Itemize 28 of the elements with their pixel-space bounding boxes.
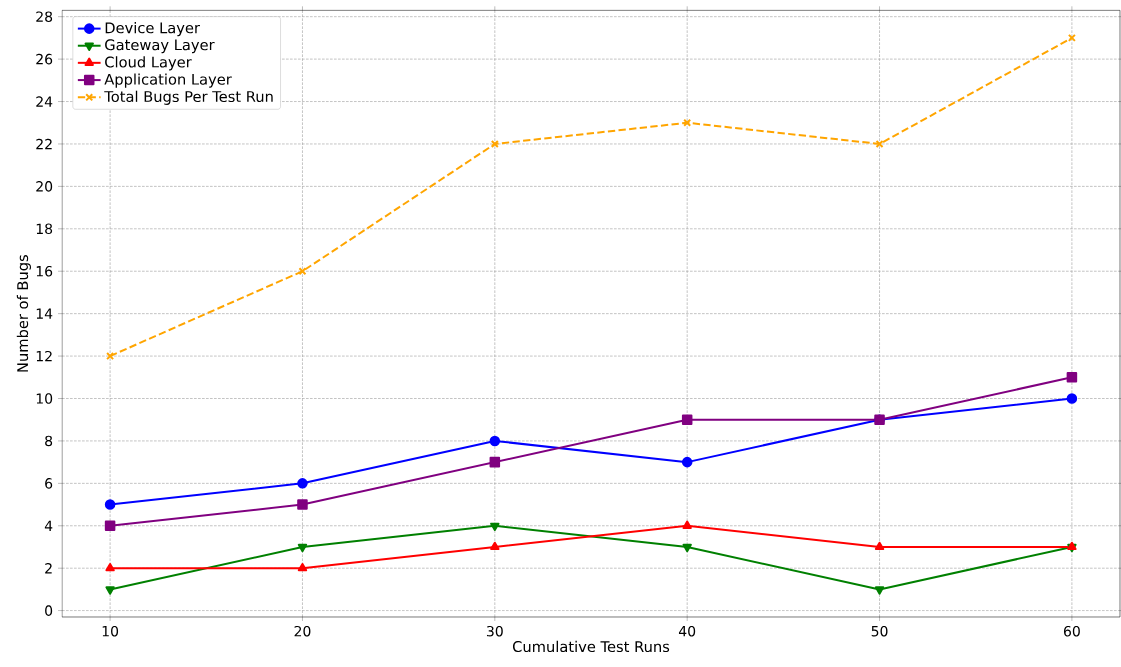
y-tick-label: 8 (45, 435, 53, 447)
y-tick-label: 16 (36, 265, 53, 277)
y-tick-label: 2 (45, 563, 52, 574)
y-tick-label: 14 (36, 308, 53, 319)
x-tick-label: 20 (294, 625, 311, 637)
y-tick-label: 12 (36, 350, 52, 362)
y-tick-label: 20 (36, 181, 53, 192)
y-tick-label: 0 (45, 605, 53, 616)
y-axis-title: Number of Bugs (16, 255, 31, 372)
x-tick-label: 30 (486, 625, 503, 637)
y-tick-label: 24 (36, 96, 53, 107)
x-tick-label: 60 (1063, 625, 1080, 637)
y-tick-label: 22 (36, 138, 52, 150)
legend-label: Total Bugs Per Test Run (104, 90, 273, 105)
legend-label: Cloud Layer (105, 56, 192, 71)
x-tick-label: 40 (678, 625, 696, 637)
legend-label: Device Layer (105, 21, 200, 37)
legend-label: Gateway Layer (105, 39, 215, 54)
x-axis-title: Cumulative Test Runs (512, 640, 670, 653)
y-tick-label: 10 (36, 393, 53, 404)
y-tick-label: 28 (36, 11, 53, 22)
y-tick-label: 18 (36, 223, 53, 235)
y-tick-label: 4 (44, 520, 53, 531)
x-tick-label: 10 (102, 625, 119, 637)
legend-label: Application Layer (104, 73, 232, 88)
y-tick-label: 6 (45, 478, 53, 489)
x-tick-label: 50 (871, 625, 888, 637)
y-tick-label: 26 (36, 53, 53, 65)
